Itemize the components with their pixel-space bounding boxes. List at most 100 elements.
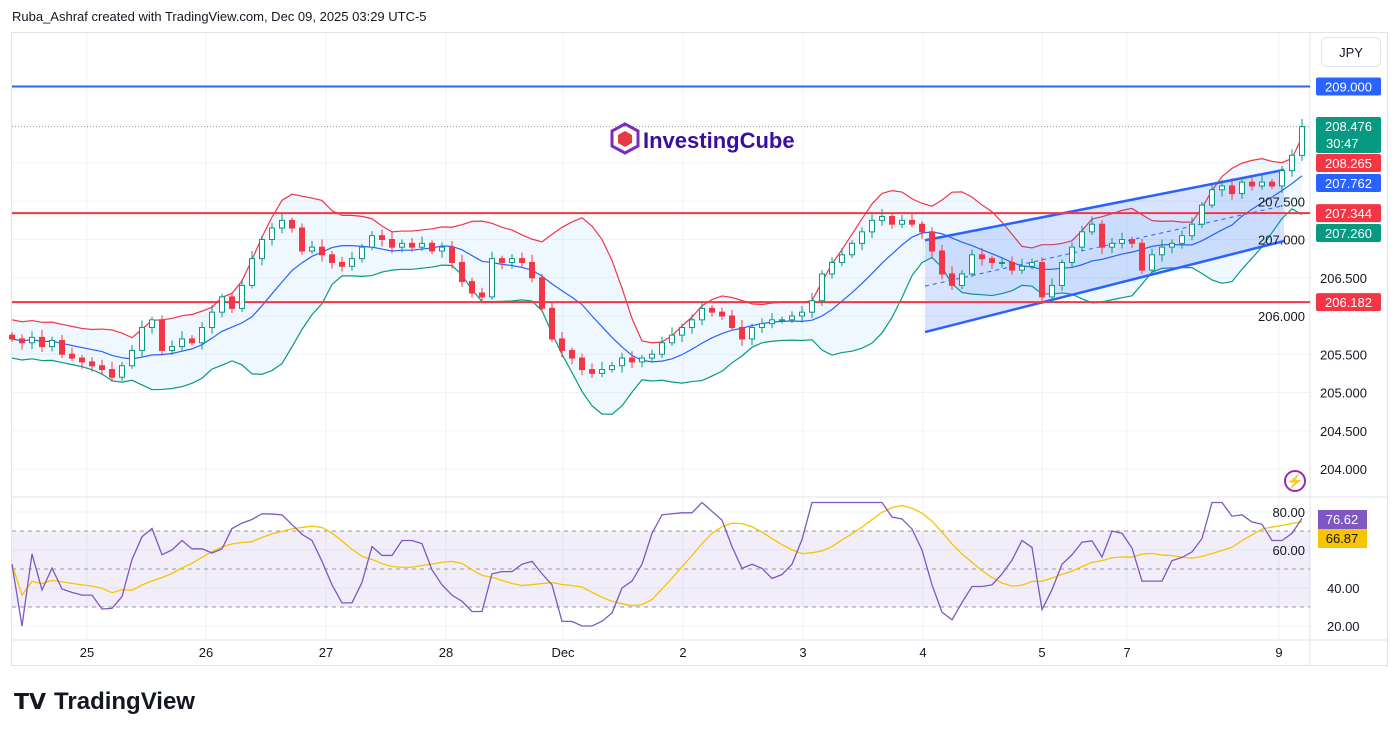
candle-body	[1289, 154, 1295, 172]
candle-body	[499, 258, 505, 263]
bb-upper-price-label	[1316, 154, 1381, 172]
candle	[949, 266, 955, 290]
candle	[289, 217, 295, 233]
investingcube-watermark: InvestingCube	[610, 122, 795, 155]
candle	[319, 239, 325, 262]
candle-body	[339, 261, 345, 267]
candle	[1159, 239, 1165, 262]
candle	[939, 244, 945, 280]
candle-body	[999, 261, 1005, 264]
candle	[909, 213, 915, 228]
candle-body	[1249, 181, 1255, 187]
candle-body	[19, 338, 25, 344]
candle-body	[449, 246, 455, 263]
candle	[179, 331, 185, 351]
candle-body	[399, 242, 405, 248]
candle-body	[459, 261, 465, 283]
candle	[1069, 242, 1075, 268]
rsi-axis-tick: 80.00	[1272, 505, 1305, 520]
candle-body	[1169, 242, 1175, 248]
candle-body	[259, 239, 265, 260]
candle	[549, 302, 555, 343]
candle	[9, 332, 15, 343]
candle	[899, 215, 905, 229]
watermark-text: InvestingCube	[643, 128, 795, 153]
candle	[19, 334, 25, 350]
currency-button[interactable]: JPY	[1321, 37, 1381, 67]
candle-body	[599, 369, 605, 374]
candle	[1239, 178, 1245, 199]
candle	[429, 240, 435, 255]
candle-body	[279, 219, 285, 229]
candle	[139, 320, 145, 358]
tradingview-logo: 𝗧𝗩 TradingView	[14, 688, 195, 716]
candle	[1049, 278, 1055, 303]
candle	[1279, 166, 1285, 193]
candle-body	[139, 326, 145, 351]
candle	[719, 307, 725, 320]
candle-body	[1149, 254, 1155, 271]
candle	[149, 316, 155, 334]
candle	[409, 237, 415, 252]
price-axis-tick: 207.500	[1258, 194, 1305, 209]
channel-lower-line	[924, 239, 1285, 334]
candle	[679, 323, 685, 343]
candle	[1079, 225, 1085, 251]
candle-body	[269, 227, 275, 240]
candle	[709, 305, 715, 317]
bb-lower-price-label	[1316, 224, 1381, 242]
candle	[1219, 179, 1225, 197]
candle	[689, 314, 695, 334]
level-price-label	[1316, 293, 1381, 312]
candle	[1019, 258, 1025, 274]
candle-body	[359, 246, 365, 260]
level-price-label-text: 209.000	[1325, 80, 1372, 95]
tv-logo-mark-icon: 𝗧𝗩	[14, 689, 47, 714]
lightning-bolt-icon[interactable]: ⚡	[1284, 470, 1306, 492]
chart-frame	[11, 32, 1388, 666]
candle-body	[429, 242, 435, 252]
candle	[469, 277, 475, 298]
channel-fill	[925, 169, 1284, 333]
candle	[249, 250, 255, 289]
price-axis-tick: 204.500	[1320, 424, 1367, 439]
last-price-label	[1316, 117, 1381, 153]
candle-body	[1119, 239, 1125, 244]
candle	[569, 347, 575, 365]
candle-body	[129, 349, 135, 367]
candle-body	[529, 261, 535, 279]
candle-body	[889, 216, 895, 225]
candle	[199, 322, 205, 350]
candle	[529, 254, 535, 283]
candle-body	[1279, 170, 1285, 187]
price-axis-tick: 204.000	[1320, 462, 1367, 477]
candle-body	[299, 227, 305, 252]
candle-body	[349, 258, 355, 267]
channel-upper-line	[924, 168, 1285, 242]
bb-basis-price-label-text: 207.762	[1325, 176, 1372, 191]
candle-body	[1079, 231, 1085, 248]
time-axis-tick: 9	[1275, 645, 1282, 660]
candle	[849, 240, 855, 258]
candle-body	[1189, 223, 1195, 237]
candle	[1059, 259, 1065, 291]
candle-body	[1129, 239, 1135, 244]
candle-body	[379, 235, 385, 241]
candle-body	[149, 319, 155, 328]
candle	[599, 361, 605, 378]
candle	[1289, 149, 1295, 177]
candle	[449, 241, 455, 269]
rsi-ma-line	[11, 504, 1303, 607]
candle-body	[59, 339, 65, 355]
candle-body	[719, 311, 725, 317]
candle-body	[1039, 261, 1045, 298]
candle	[369, 231, 375, 251]
candle	[1109, 237, 1115, 254]
candle-body	[839, 254, 845, 263]
candle	[519, 252, 525, 268]
candle-body	[289, 219, 295, 229]
rsi-line	[11, 501, 1303, 627]
candle	[239, 279, 245, 313]
candle	[49, 336, 55, 352]
